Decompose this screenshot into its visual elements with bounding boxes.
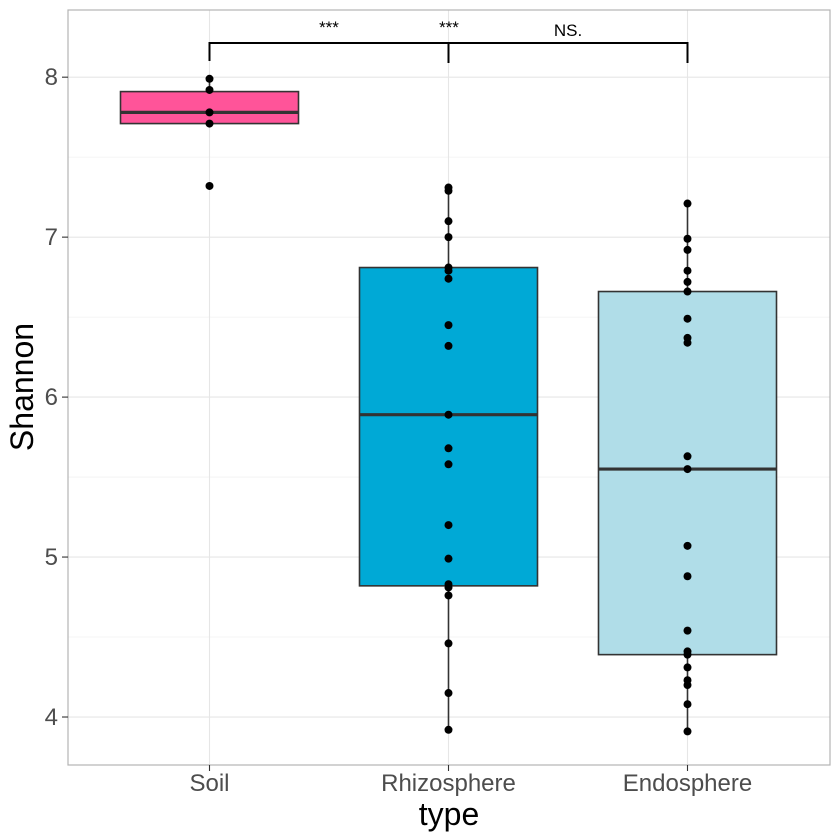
data-point	[444, 554, 453, 563]
data-point	[683, 465, 692, 474]
x-tick-label: Endosphere	[623, 770, 752, 797]
data-point	[683, 234, 692, 243]
y-tick-label: 8	[45, 64, 58, 91]
data-point	[444, 583, 453, 592]
significance-label: NS.	[554, 21, 582, 40]
data-point	[683, 199, 692, 208]
x-tick-label: Soil	[189, 770, 229, 797]
data-point	[444, 410, 453, 419]
x-tick-label: Rhizosphere	[381, 770, 516, 797]
data-point	[683, 338, 692, 347]
y-axis-ticks: 4 5 6 7 8	[45, 64, 68, 731]
data-point	[444, 689, 453, 698]
data-point	[444, 591, 453, 600]
box-rhizosphere	[358, 266, 539, 587]
data-point	[444, 186, 453, 195]
data-point	[683, 287, 692, 296]
significance-brackets: *** *** NS.	[208, 18, 689, 63]
data-point	[444, 444, 453, 453]
y-tick-label: 5	[45, 544, 58, 571]
data-point	[683, 314, 692, 323]
data-point	[205, 85, 214, 94]
data-point	[444, 274, 453, 283]
data-point	[683, 452, 692, 461]
y-tick-label: 4	[45, 704, 58, 731]
significance-label: ***	[319, 18, 339, 37]
data-point	[205, 119, 214, 128]
data-point	[444, 266, 453, 275]
box-soil	[119, 90, 300, 125]
data-point	[205, 74, 214, 83]
data-point	[444, 725, 453, 734]
significance-label: ***	[439, 18, 459, 37]
data-point	[683, 700, 692, 709]
x-axis-title: type	[419, 796, 479, 832]
data-point	[444, 521, 453, 530]
data-point	[683, 277, 692, 286]
data-point	[205, 181, 214, 190]
y-axis-title: Shannon	[4, 323, 40, 451]
points-layer	[205, 74, 692, 736]
data-point	[683, 727, 692, 736]
data-point	[683, 681, 692, 690]
data-point	[683, 572, 692, 581]
y-tick-label: 7	[45, 224, 58, 251]
x-axis-ticks: Soil Rhizosphere Endosphere	[189, 765, 752, 797]
data-point	[683, 663, 692, 672]
data-point	[444, 341, 453, 350]
data-point	[683, 650, 692, 659]
data-point	[444, 233, 453, 242]
data-point	[683, 245, 692, 254]
data-point	[683, 626, 692, 635]
y-tick-label: 6	[45, 384, 58, 411]
data-point	[444, 321, 453, 330]
data-point	[444, 217, 453, 226]
data-point	[683, 541, 692, 550]
data-point	[444, 639, 453, 648]
data-point	[205, 108, 214, 117]
data-point	[444, 460, 453, 469]
data-point	[683, 266, 692, 275]
